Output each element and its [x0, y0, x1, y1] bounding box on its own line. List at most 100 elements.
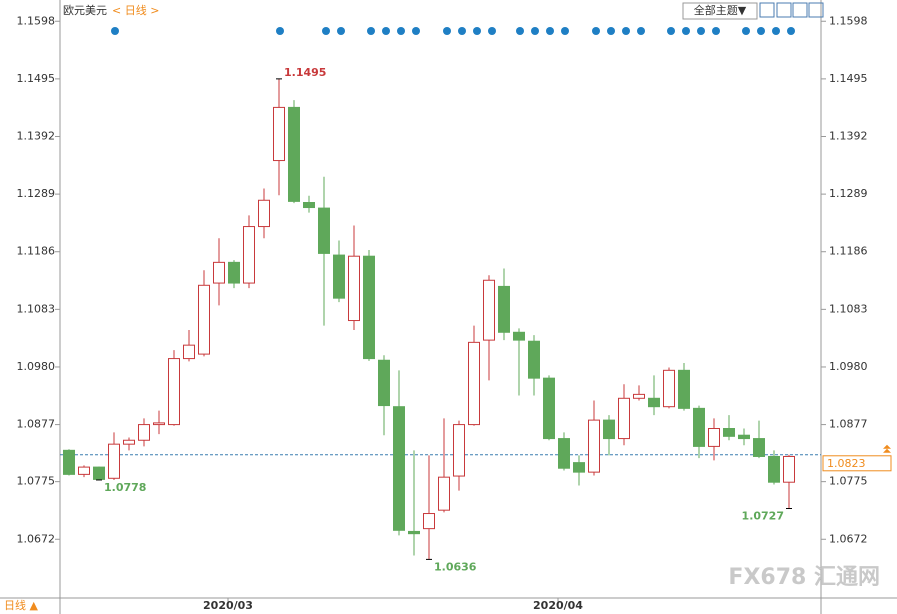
event-dot[interactable] [757, 27, 765, 35]
annotation-label: 1.0778 [104, 481, 146, 494]
candle-body [348, 255, 360, 322]
y-tick-label: 1.1186 [17, 245, 56, 258]
event-dot[interactable] [111, 27, 119, 35]
event-dot[interactable] [712, 27, 720, 35]
y-tick-label: 1.1289 [17, 187, 56, 200]
candle-body [708, 428, 720, 447]
candle-body [468, 341, 480, 426]
y-tick-label: 1.1495 [17, 72, 56, 85]
event-dot[interactable] [592, 27, 600, 35]
candle-body [543, 377, 555, 440]
period[interactable]: < 日线 > [112, 3, 159, 17]
candle-body [588, 419, 600, 473]
event-dot[interactable] [742, 27, 750, 35]
candle-body [453, 424, 465, 477]
candle-body [663, 369, 675, 408]
last-price-marker [883, 444, 891, 453]
candle-body [108, 443, 120, 479]
y-tick-label: 1.0980 [17, 360, 56, 373]
event-dot[interactable] [367, 27, 375, 35]
candle-body [213, 261, 225, 284]
last-price-box [822, 455, 892, 472]
candle-body [153, 422, 165, 426]
x-tick-label: 2020/03 [203, 599, 253, 612]
event-dot[interactable] [607, 27, 615, 35]
y-tick-label-right: 1.1392 [829, 129, 868, 142]
event-dot[interactable] [697, 27, 705, 35]
event-dot[interactable] [546, 27, 554, 35]
candle-body [693, 407, 705, 447]
candle-body [78, 466, 90, 475]
candle-body [648, 397, 660, 408]
candle-body [513, 331, 525, 341]
x-tick-label: 2020/04 [533, 599, 583, 612]
event-dot[interactable] [458, 27, 466, 35]
annotation-label: 1.0727 [742, 509, 784, 522]
candle-body [768, 455, 780, 483]
y-tick-label: 1.1083 [17, 302, 56, 315]
y-tick-label-right: 1.0877 [829, 418, 868, 431]
event-dot[interactable] [561, 27, 569, 35]
candle-body [753, 438, 765, 457]
candle-body [558, 438, 570, 469]
event-dot[interactable] [667, 27, 675, 35]
candle-body [723, 428, 735, 437]
candle-body [603, 419, 615, 440]
event-dot[interactable] [488, 27, 496, 35]
y-tick-label: 1.1598 [17, 14, 56, 27]
event-dot[interactable] [337, 27, 345, 35]
candle-body [783, 455, 795, 483]
event-dot[interactable] [412, 27, 420, 35]
candle-body [243, 226, 255, 284]
candle-body [393, 406, 405, 531]
candle-body [63, 449, 75, 475]
period-footer[interactable]: 日线 ▲ [4, 598, 38, 612]
y-tick-label-right: 1.1083 [829, 302, 868, 315]
event-dot[interactable] [516, 27, 524, 35]
candle-body [423, 513, 435, 530]
candle-body [438, 476, 450, 511]
candle-body [318, 207, 330, 254]
event-dot[interactable] [787, 27, 795, 35]
candle-body [573, 462, 585, 473]
chart-title: 欧元美元 [63, 4, 107, 17]
event-dot[interactable] [473, 27, 481, 35]
candle-body [288, 106, 300, 202]
watermark: FX678 汇通网 [728, 565, 880, 590]
candle-body [138, 424, 150, 441]
event-dot[interactable] [443, 27, 451, 35]
event-dot[interactable] [397, 27, 405, 35]
annotation-label: 1.1495 [284, 66, 326, 79]
candle-body [183, 344, 195, 360]
toolbar-icons[interactable] [759, 2, 824, 18]
theme-button-label: 全部主题▼ [694, 3, 747, 17]
event-dot[interactable] [531, 27, 539, 35]
candle-body [498, 285, 510, 333]
event-dot[interactable] [322, 27, 330, 35]
y-tick-label-right: 1.1598 [829, 14, 868, 27]
candle-body [123, 439, 135, 445]
y-tick-label: 1.0775 [17, 475, 56, 488]
event-dot[interactable] [682, 27, 690, 35]
last-price-label: 1.0823 [827, 457, 866, 470]
candle-body [363, 255, 375, 360]
event-dot[interactable] [622, 27, 630, 35]
theme-button[interactable] [682, 2, 758, 20]
candle-body [678, 369, 690, 409]
y-tick-label-right: 1.0775 [829, 475, 868, 488]
event-dots[interactable] [111, 27, 795, 35]
event-dot[interactable] [382, 27, 390, 35]
event-dot[interactable] [276, 27, 284, 35]
y-tick-label-right: 1.1495 [829, 72, 868, 85]
y-tick-label-right: 1.1289 [829, 187, 868, 200]
candle-body [273, 106, 285, 162]
candle-body [93, 466, 105, 480]
candle-body [198, 284, 210, 355]
candle-body [633, 393, 645, 399]
event-dot[interactable] [637, 27, 645, 35]
annotation-label: 1.0636 [434, 560, 477, 573]
event-dot[interactable] [772, 27, 780, 35]
candle-body [333, 254, 345, 299]
